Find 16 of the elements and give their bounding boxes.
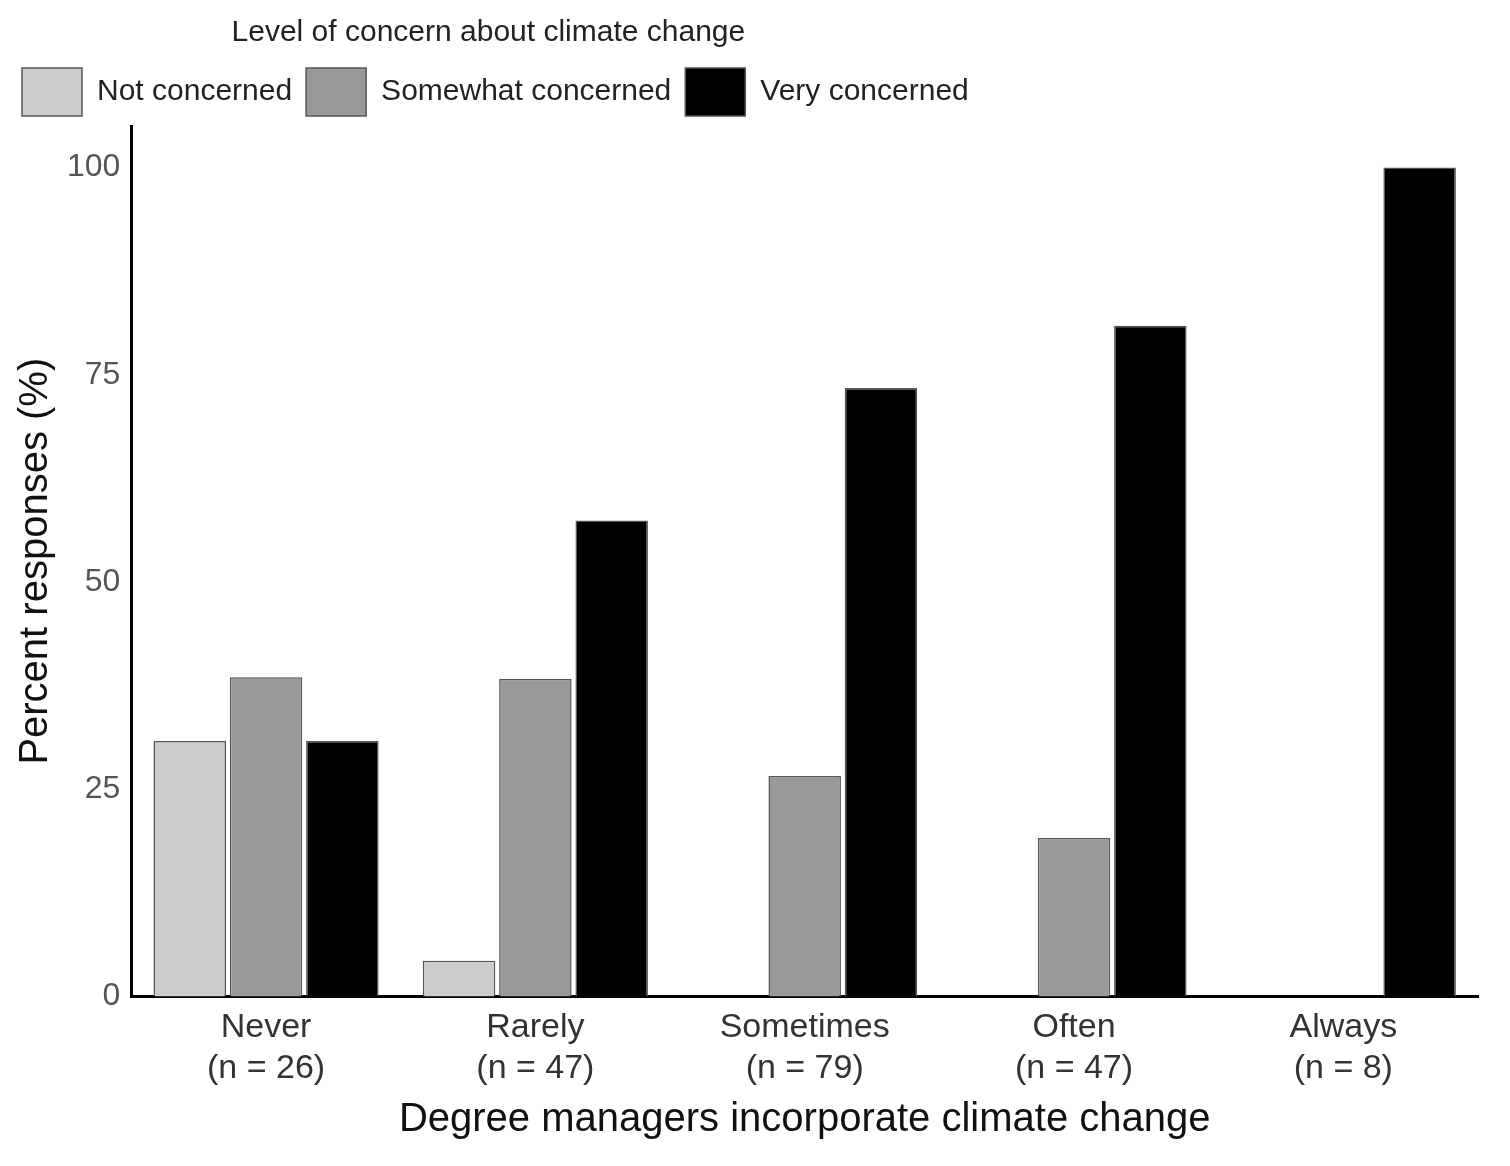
x-tick-label: Often (n = 47) <box>1014 1006 1134 1085</box>
y-tick-label: 25 <box>84 768 121 805</box>
legend-label: Somewhat concerned <box>381 73 672 107</box>
y-tick-label: 0 <box>102 976 121 1013</box>
y-tick-label: 100 <box>67 147 121 184</box>
x-axis-title: Degree managers incorporate climate change <box>398 1095 1211 1140</box>
x-tick-label: Sometimes (n = 79) <box>719 1006 890 1085</box>
x-tick-label: Rarely (n = 47) <box>476 1006 595 1085</box>
y-tick-label: 75 <box>84 354 121 391</box>
y-tick-label: 50 <box>84 561 121 598</box>
y-axis-title: Percent responses (%) <box>11 357 56 765</box>
x-tick-label: Always (n = 8) <box>1289 1006 1398 1085</box>
x-tick-label: Never (n = 26) <box>206 1006 326 1085</box>
legend-label: Very concerned <box>760 73 969 107</box>
legend-label: Not concerned <box>97 73 293 107</box>
legend-title: Level of concern about climate change <box>231 14 746 48</box>
